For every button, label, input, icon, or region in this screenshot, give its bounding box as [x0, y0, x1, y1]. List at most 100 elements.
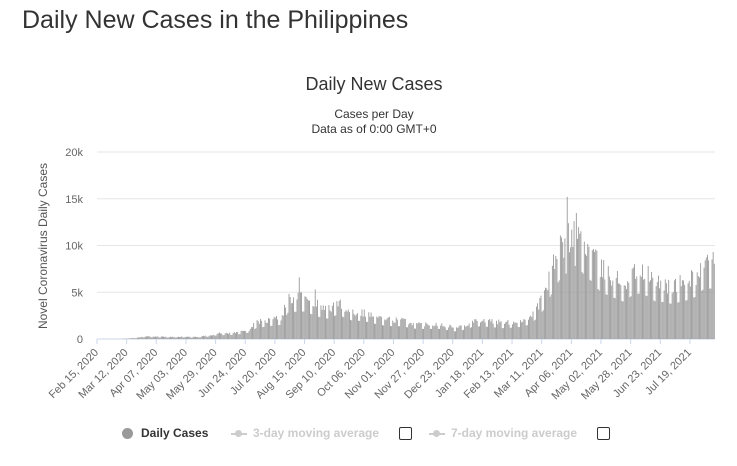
- bar: [302, 311, 304, 339]
- bar: [494, 327, 496, 339]
- checkbox-7-day-average[interactable]: [597, 426, 611, 440]
- bar: [529, 316, 531, 339]
- legend-marker-dot-icon: [122, 427, 133, 439]
- bar: [483, 318, 485, 339]
- bar: [615, 277, 617, 339]
- legend-item-7-day-average[interactable]: 7-day moving average: [429, 426, 611, 440]
- bar: [245, 331, 247, 339]
- bar: [204, 336, 206, 339]
- bar: [213, 334, 215, 339]
- bar: [667, 293, 669, 339]
- bar: [490, 321, 492, 339]
- y-tick-label: 10k: [65, 241, 83, 253]
- bar: [337, 306, 339, 339]
- bar: [650, 280, 651, 339]
- bar: [187, 336, 188, 339]
- bar: [484, 322, 486, 339]
- bar: [566, 196, 568, 339]
- bar: [661, 301, 663, 339]
- bar: [573, 221, 575, 339]
- bar: [223, 335, 225, 339]
- bar: [709, 288, 711, 339]
- bar: [638, 293, 640, 339]
- bar: [179, 337, 180, 339]
- bar: [175, 337, 177, 339]
- bar: [466, 326, 468, 339]
- bar: [657, 275, 659, 339]
- bar: [652, 277, 654, 339]
- bar: [403, 318, 405, 339]
- bar: [514, 322, 516, 339]
- bar: [452, 327, 454, 339]
- bar: [320, 305, 322, 339]
- bar: [554, 268, 556, 339]
- bar: [374, 323, 375, 339]
- bar: [416, 323, 418, 339]
- bar: [629, 297, 631, 339]
- bar: [147, 336, 149, 339]
- bar: [455, 331, 456, 339]
- bar: [417, 323, 419, 339]
- bar: [132, 338, 134, 339]
- bar: [579, 233, 581, 339]
- bar: [444, 327, 446, 339]
- checkbox-3-day-average[interactable]: [399, 426, 413, 440]
- bar: [647, 266, 649, 339]
- bar: [712, 251, 714, 339]
- bar: [425, 322, 427, 339]
- bar: [265, 322, 267, 339]
- bar: [545, 287, 546, 339]
- bar: [250, 327, 252, 339]
- legend-item-daily-cases[interactable]: Daily Cases: [122, 426, 208, 440]
- bar: [501, 328, 503, 339]
- bar: [582, 273, 584, 339]
- bar: [328, 305, 330, 339]
- bar: [642, 264, 643, 339]
- bar: [581, 272, 583, 339]
- bar: [463, 329, 464, 339]
- bar: [358, 320, 360, 339]
- bar: [460, 325, 462, 339]
- bar: [472, 320, 474, 339]
- y-tick-label: 5k: [71, 287, 83, 299]
- bar: [346, 311, 348, 339]
- bar: [547, 290, 549, 339]
- bar: [620, 285, 622, 339]
- bar: [461, 330, 463, 339]
- bar: [264, 320, 266, 339]
- bar: [562, 242, 564, 339]
- bar: [549, 296, 551, 339]
- bar: [177, 336, 179, 339]
- bar: [594, 251, 596, 339]
- bar: [376, 316, 378, 339]
- bar: [533, 320, 535, 339]
- bar: [246, 332, 248, 339]
- bar: [508, 324, 510, 339]
- bar: [695, 285, 697, 339]
- bar: [622, 301, 624, 339]
- bar: [450, 325, 452, 339]
- bar: [447, 330, 448, 339]
- legend-item-3-day-average[interactable]: 3-day moving average: [231, 426, 413, 440]
- legend-label: Daily Cases: [141, 426, 209, 440]
- bar: [645, 295, 647, 339]
- bar: [256, 320, 258, 339]
- chart-title: Daily New Cases: [305, 74, 442, 94]
- bar: [310, 313, 312, 339]
- bar: [301, 292, 302, 339]
- bar: [198, 337, 200, 339]
- bar: [591, 250, 593, 339]
- bar: [253, 322, 255, 339]
- bar: [600, 259, 602, 339]
- bar: [361, 309, 363, 339]
- bar: [344, 311, 346, 339]
- bar: [354, 315, 356, 339]
- bar: [540, 295, 542, 339]
- bar: [407, 327, 409, 339]
- bar: [426, 323, 428, 339]
- bar: [214, 335, 216, 339]
- bar: [445, 329, 447, 339]
- bar: [249, 328, 251, 339]
- bar: [654, 301, 656, 339]
- bar: [225, 332, 227, 339]
